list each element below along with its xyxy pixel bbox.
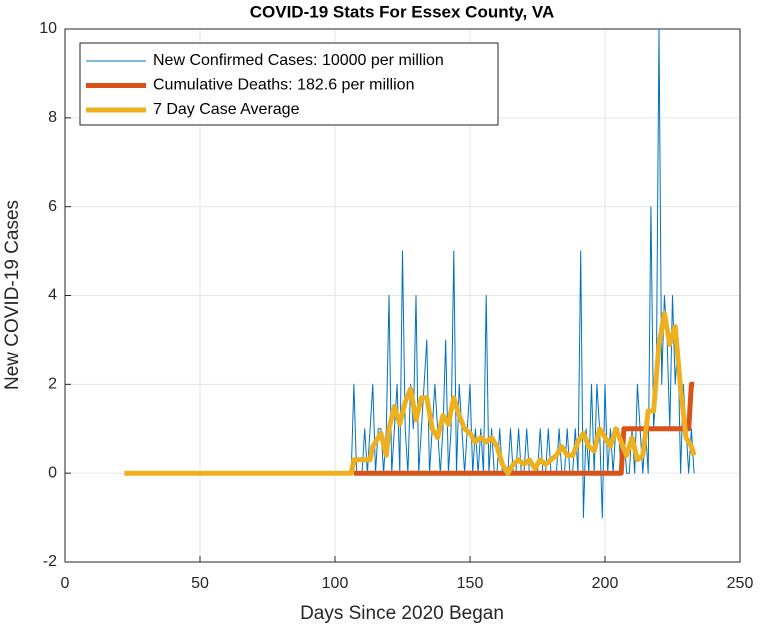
y-tick-label: -2 [43, 553, 57, 570]
series-line [124, 310, 697, 476]
legend-label: Cumulative Deaths: 182.6 per million [153, 77, 414, 94]
y-tick-label: 0 [48, 464, 57, 481]
y-axis-label: New COVID-19 Cases [2, 200, 23, 390]
x-tick-label: 150 [457, 575, 484, 592]
chart-title: COVID-19 Stats For Essex County, VA [250, 2, 555, 21]
y-tick-label: 10 [39, 20, 57, 37]
x-tick-label: 200 [592, 575, 619, 592]
y-tick-label: 2 [48, 376, 57, 393]
x-tick-label: 50 [191, 575, 209, 592]
y-tick-label: 4 [48, 287, 57, 304]
x-tick-label: 250 [727, 575, 754, 592]
y-tick-label: 8 [48, 109, 57, 126]
legend-label: 7 Day Case Average [153, 101, 300, 118]
x-tick-label: 100 [322, 575, 349, 592]
x-axis-label: Days Since 2020 Began [300, 603, 504, 624]
legend-label: New Confirmed Cases: 10000 per million [153, 52, 444, 69]
plot-frame [64, 28, 741, 563]
x-tick-label: 0 [61, 575, 70, 592]
series-line [353, 381, 695, 476]
y-tick-label: 6 [48, 198, 57, 215]
legend-box [79, 42, 499, 126]
